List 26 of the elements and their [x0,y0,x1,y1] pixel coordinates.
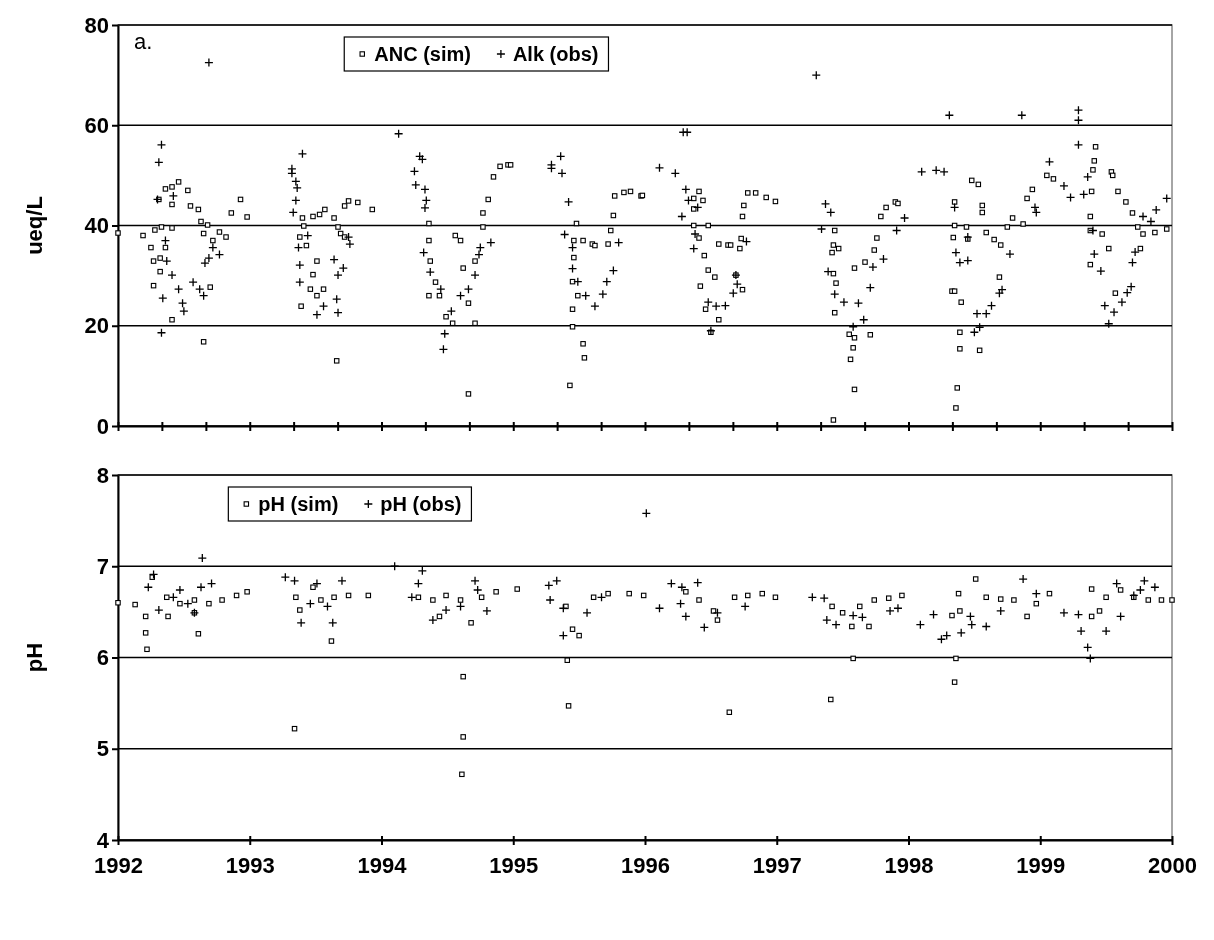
y-tick-label: 5 [96,736,109,762]
x-tick-label: 1994 [357,853,408,878]
x-tick-label: 1998 [884,853,934,878]
y-tick-label: 80 [84,12,109,38]
y-axis-title: ueq/L [22,196,47,255]
y-tick-label: 20 [84,313,109,339]
x-tick-label: 1997 [752,853,802,878]
y-tick-label: 0 [96,413,109,439]
legend-label: pH (obs) [380,493,462,515]
y-tick-label: 4 [96,827,110,853]
x-tick-label: 1999 [1016,853,1066,878]
y-tick-label: 60 [84,112,109,138]
legend-label: Alk (obs) [512,43,599,65]
y-axis-title: pH [22,642,47,673]
y-tick-label: 6 [96,645,109,671]
legend-label: pH (sim) [258,493,339,515]
y-tick-label: 7 [96,553,109,579]
legend-label: ANC (sim) [374,43,471,65]
x-tick-label: 2000 [1148,853,1197,878]
annotation: a. [134,29,153,54]
x-tick-label: 1995 [489,853,539,878]
x-tick-label: 1992 [94,853,143,878]
y-tick-label: 40 [84,213,109,239]
x-tick-label: 1993 [225,853,275,878]
x-tick-label: 1996 [621,853,670,878]
y-tick-label: 8 [96,462,109,488]
